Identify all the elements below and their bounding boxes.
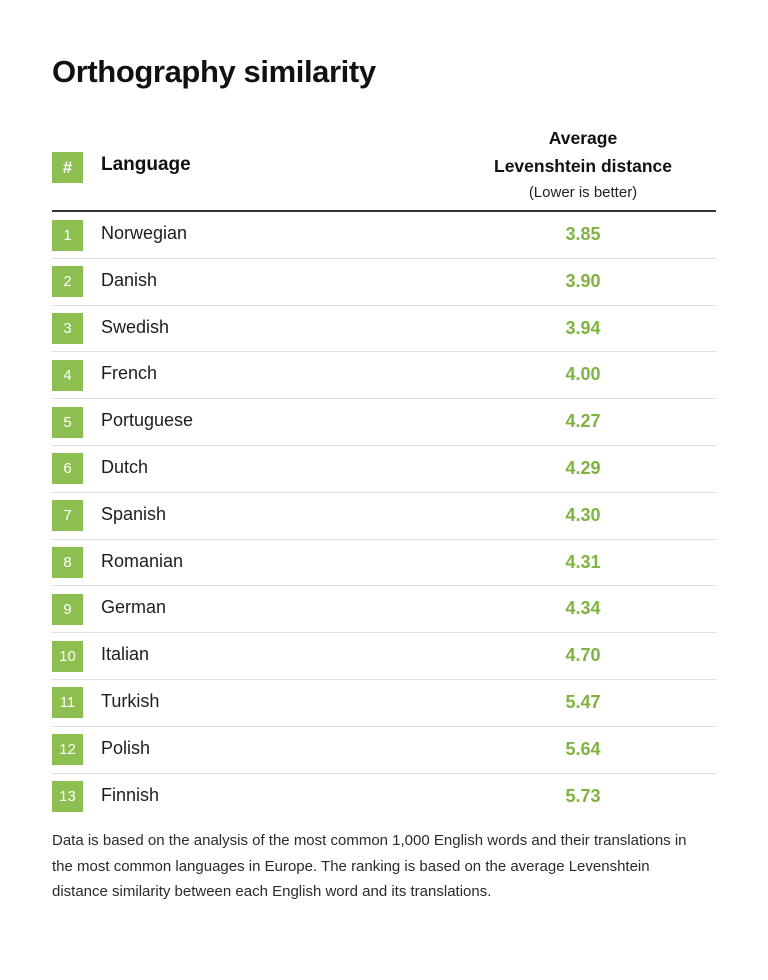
metric-value: 5.73: [565, 785, 601, 806]
rank-badge: 4: [52, 359, 83, 391]
rank-badge: 1: [52, 219, 83, 251]
table-row: 4 French 4.00: [52, 352, 716, 400]
table-row: 12 Polish 5.64: [52, 727, 716, 774]
language-name: German: [101, 597, 167, 618]
language-name: Italian: [101, 644, 150, 665]
rank-badge: 13: [52, 781, 83, 813]
metric-value: 3.90: [565, 270, 601, 291]
language-name: Spanish: [101, 503, 167, 524]
rank-badge-label: 13: [59, 788, 76, 806]
hash-icon: #: [52, 152, 83, 183]
ranking-table: # Language Average Levenshtein distance …: [52, 124, 716, 819]
metric-value: 4.70: [565, 645, 601, 666]
page-title: Orthography similarity: [52, 54, 376, 89]
column-header-metric-note: (Lower is better): [528, 184, 638, 201]
metric-value: 3.94: [565, 317, 601, 338]
rank-badge-label: 10: [59, 647, 76, 665]
rank-badge-label: 2: [63, 273, 72, 291]
table-header: # Language Average Levenshtein distance …: [52, 124, 716, 210]
rank-badge: 8: [52, 547, 83, 579]
language-name: Turkish: [101, 690, 160, 711]
rank-badge-label: 4: [63, 366, 72, 384]
table-row: 5 Portuguese 4.27: [52, 399, 716, 446]
metric-value: 5.64: [565, 738, 601, 759]
metric-value: 4.30: [565, 504, 601, 525]
table-row: 9 German 4.34: [52, 586, 716, 634]
metric-value: 4.27: [565, 411, 601, 432]
rank-badge-label: 6: [63, 460, 72, 478]
metric-value: 4.34: [565, 598, 601, 619]
rank-badge: 3: [52, 313, 83, 345]
rank-badge-label: 7: [63, 507, 72, 525]
language-name: Portuguese: [101, 410, 194, 431]
metric-value: 4.00: [565, 364, 601, 385]
language-name: Romanian: [101, 550, 184, 571]
rank-badge-label: 1: [63, 226, 72, 244]
rank-badge: 5: [52, 406, 83, 438]
metric-value: 4.29: [565, 457, 601, 478]
rank-badge: 7: [52, 500, 83, 532]
table-row: 10 Italian 4.70: [52, 633, 716, 680]
rank-badge: 9: [52, 593, 83, 625]
language-name: Norwegian: [101, 223, 188, 243]
language-name: Polish: [101, 737, 151, 758]
rank-badge: 11: [52, 687, 83, 719]
table-row: 11 Turkish 5.47: [52, 680, 716, 727]
language-name: Dutch: [101, 456, 149, 477]
metric-value: 4.31: [565, 551, 601, 572]
table-row: 13 Finnish 5.73: [52, 774, 716, 820]
rank-badge-label: 3: [63, 320, 72, 338]
language-name: French: [101, 363, 158, 384]
rank-badge-label: 11: [59, 694, 76, 712]
table-row: 3 Swedish 3.94: [52, 306, 716, 353]
language-name: Danish: [101, 269, 158, 290]
hash-icon-glyph: #: [62, 158, 73, 177]
header-divider: [52, 210, 716, 212]
language-name: Swedish: [101, 316, 170, 337]
rank-badge-label: 12: [59, 741, 76, 759]
rank-badge-label: 9: [63, 600, 72, 618]
rank-badge-label: 5: [63, 413, 72, 431]
rank-badge: 10: [52, 640, 83, 672]
rank-badge: 12: [52, 734, 83, 766]
metric-value: 5.47: [565, 691, 601, 712]
table-row: 6 Dutch 4.29: [52, 446, 716, 493]
column-header-metric: Average Levenshtein distance (Lower is b…: [450, 124, 716, 206]
metric-value: 3.85: [565, 224, 601, 244]
table-row: 2 Danish 3.90: [52, 259, 716, 306]
table-row: 1 Norwegian 3.85: [52, 212, 716, 259]
rank-badge-label: 8: [63, 554, 72, 572]
column-header-metric-line2: Levenshtein distance: [494, 156, 672, 176]
column-header-metric-line1: Average: [548, 128, 618, 148]
table-row: 7 Spanish 4.30: [52, 493, 716, 540]
table-row: 8 Romanian 4.31: [52, 540, 716, 587]
rank-badge: 2: [52, 266, 83, 298]
rank-badge: 6: [52, 453, 83, 485]
footnote-text: Data is based on the analysis of the mos…: [52, 832, 687, 900]
column-header-language: Language: [101, 154, 191, 175]
language-name: Finnish: [101, 784, 160, 805]
